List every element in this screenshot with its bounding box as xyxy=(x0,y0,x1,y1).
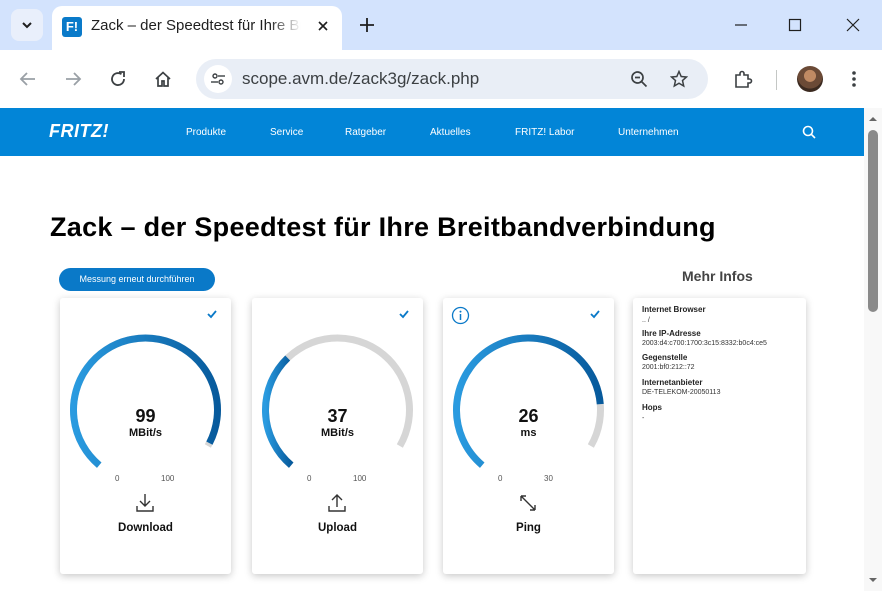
tab-close-button[interactable] xyxy=(314,17,332,35)
address-bar[interactable]: scope.avm.de/zack3g/zack.php xyxy=(196,59,708,99)
site-navigation: FRITZ! Produkte Service Ratgeber Aktuell… xyxy=(0,108,864,156)
nav-link-service[interactable]: Service xyxy=(270,127,304,138)
zoom-out-icon xyxy=(631,71,648,88)
upload-icon xyxy=(328,494,346,512)
ping-gauge xyxy=(452,334,604,468)
reload-button[interactable] xyxy=(105,66,131,92)
nav-link-fritz-labor[interactable]: FRITZ! Labor xyxy=(515,127,575,138)
nav-link-aktuelles[interactable]: Aktuelles xyxy=(430,127,471,138)
minimize-icon xyxy=(735,24,747,26)
gauge-max-label: 100 xyxy=(353,474,367,483)
download-unit: MBit/s xyxy=(129,427,162,439)
fritz-logo[interactable]: FRITZ! xyxy=(49,121,109,141)
ping-unit: ms xyxy=(520,427,537,439)
star-icon xyxy=(670,70,688,88)
maximize-icon xyxy=(788,18,802,32)
back-button[interactable] xyxy=(15,66,41,92)
page-scrollbar[interactable] xyxy=(864,108,882,591)
retry-measurement-button[interactable]: Messung erneut durchführen xyxy=(59,268,215,291)
hops-label: Hops xyxy=(642,403,662,412)
remote-value: 2001:bf0:212::72 xyxy=(642,364,695,371)
more-info-title: Mehr Infos xyxy=(682,268,753,284)
gauge-min-label: 0 xyxy=(498,474,503,483)
new-tab-button[interactable] xyxy=(356,14,378,36)
upload-value: 37 xyxy=(327,406,348,426)
plus-icon xyxy=(360,18,374,32)
site-info-button[interactable] xyxy=(204,65,232,93)
gauge-fill xyxy=(262,355,294,468)
gauge-track xyxy=(261,334,413,468)
provider-value: DE-TELEKOM-20050113 xyxy=(642,389,721,396)
gauge-min-label: 0 xyxy=(307,474,312,483)
web-page: FRITZ! Produkte Service Ratgeber Aktuell… xyxy=(0,108,864,591)
search-icon[interactable] xyxy=(802,125,816,139)
upload-gauge xyxy=(261,334,413,468)
toolbar-separator xyxy=(776,70,777,90)
puzzle-icon xyxy=(735,70,753,88)
fritz-favicon: F! xyxy=(62,17,82,37)
nav-link-ratgeber[interactable]: Ratgeber xyxy=(345,127,387,138)
tab-search-button[interactable] xyxy=(11,9,43,41)
gauge-fill xyxy=(453,334,604,468)
tab-title: Zack – der Speedtest für Ihre Breitbandv… xyxy=(91,17,301,34)
hops-value: - xyxy=(642,415,645,422)
ping-card: 26 ms 0 30 Ping xyxy=(443,298,614,574)
download-icon xyxy=(136,494,154,512)
check-icon xyxy=(399,310,409,319)
ping-value: 26 xyxy=(518,406,539,426)
browser-value: .. / xyxy=(642,317,650,324)
home-button[interactable] xyxy=(150,66,176,92)
ip-value: 2003:d4:c700:1700:3c15:8332:b0c4:ce5 xyxy=(642,340,767,347)
browser-menu-button[interactable] xyxy=(841,66,867,92)
scroll-up-arrow-icon[interactable] xyxy=(868,114,878,124)
ping-label: Ping xyxy=(516,522,541,534)
gauge-max-label: 30 xyxy=(544,474,553,483)
gauge-max-label: 100 xyxy=(161,474,175,483)
url-text[interactable]: scope.avm.de/zack3g/zack.php xyxy=(242,69,480,88)
browser-toolbar: scope.avm.de/zack3g/zack.php xyxy=(0,50,882,108)
check-icon xyxy=(207,310,217,319)
forward-button[interactable] xyxy=(60,66,86,92)
arrow-right-icon xyxy=(66,72,82,86)
arrow-left-icon xyxy=(19,72,35,86)
upload-unit: MBit/s xyxy=(321,427,354,439)
upload-card: 37 MBit/s 0 100 Upload xyxy=(252,298,423,574)
provider-label: Internetanbieter xyxy=(642,378,703,387)
reload-icon xyxy=(111,71,125,86)
window-close-button[interactable] xyxy=(842,14,864,36)
scroll-down-arrow-icon[interactable] xyxy=(868,575,878,585)
browser-label: Internet Browser xyxy=(642,305,706,314)
ip-label: Ihre IP-Adresse xyxy=(642,329,701,338)
nav-link-unternehmen[interactable]: Unternehmen xyxy=(618,127,679,138)
download-gauge xyxy=(69,334,221,468)
download-card: 99 MBit/s 0 100 Download xyxy=(60,298,231,574)
scrollbar-thumb[interactable] xyxy=(868,130,878,312)
chevron-down-icon xyxy=(22,22,32,29)
browser-tab-active[interactable]: F! Zack – der Speedtest für Ihre Breitba… xyxy=(52,6,342,50)
gauge-min-label: 0 xyxy=(115,474,120,483)
upload-label: Upload xyxy=(318,522,357,534)
tune-icon xyxy=(211,73,225,85)
profile-avatar[interactable] xyxy=(797,66,823,92)
minimize-button[interactable] xyxy=(730,14,752,36)
zoom-button[interactable] xyxy=(628,68,650,90)
more-vert-icon xyxy=(852,71,856,87)
download-value: 99 xyxy=(135,406,156,426)
info-icon[interactable] xyxy=(451,306,470,325)
check-icon xyxy=(590,310,600,319)
maximize-button[interactable] xyxy=(784,14,806,36)
download-label: Download xyxy=(118,522,173,534)
remote-label: Gegenstelle xyxy=(642,353,688,362)
browser-titlebar: F! Zack – der Speedtest für Ihre Breitba… xyxy=(0,0,882,50)
more-info-card: Internet Browser .. / Ihre IP-Adresse 20… xyxy=(633,298,806,574)
resize-arrows-icon xyxy=(520,495,536,511)
home-icon xyxy=(155,71,171,87)
close-icon xyxy=(846,18,860,32)
extensions-button[interactable] xyxy=(730,66,756,92)
bookmark-button[interactable] xyxy=(668,68,690,90)
close-icon xyxy=(318,21,328,31)
page-title: Zack – der Speedtest für Ihre Breitbandv… xyxy=(50,212,716,242)
gauge-fill xyxy=(69,334,221,468)
nav-link-produkte[interactable]: Produkte xyxy=(186,127,227,138)
